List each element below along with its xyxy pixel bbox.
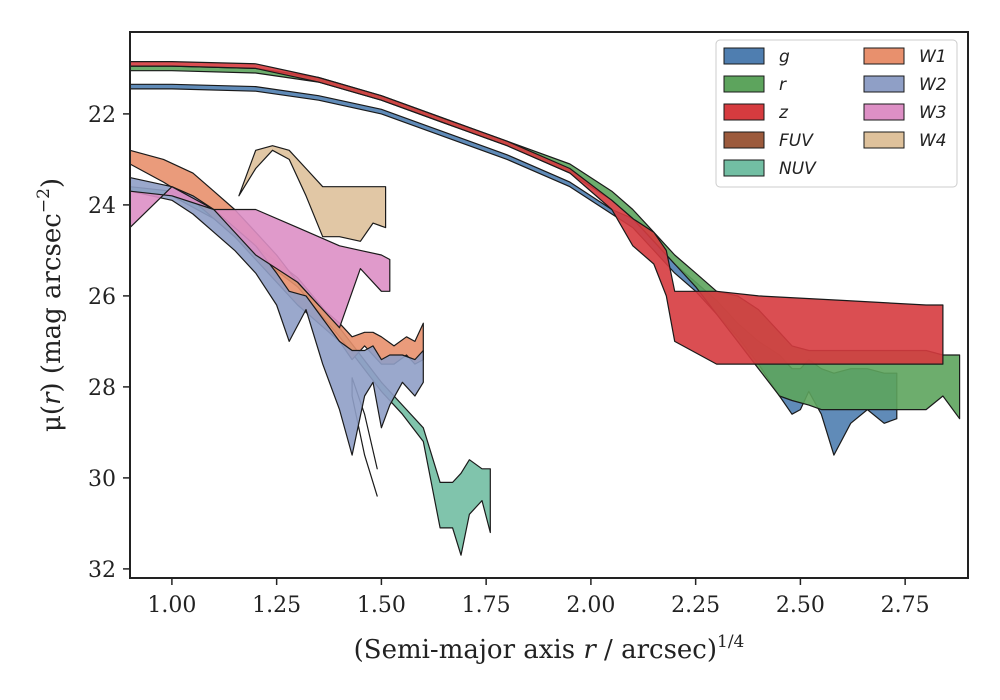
chart-bands	[129, 60, 961, 556]
legend-swatch-nuv	[723, 159, 765, 177]
y-tick-label: 26	[88, 285, 116, 310]
x-axis-label: (Semi-major axis r / arcsec)1/4	[354, 632, 745, 665]
legend-swatch-w4	[863, 131, 905, 149]
legend-label-nuv: NUV	[779, 159, 817, 179]
series-w2-band	[129, 177, 424, 456]
legend-label-w3: W3	[919, 103, 947, 123]
x-tick-label: 1.50	[357, 593, 406, 618]
legend-swatch-g	[723, 47, 765, 65]
x-tick-label: 1.00	[147, 593, 196, 618]
x-tick-label: 2.75	[881, 593, 930, 618]
legend-label-r: r	[779, 75, 787, 95]
y-tick-label: 32	[88, 558, 116, 583]
legend-label-g: g	[779, 47, 790, 67]
legend-label-w4: W4	[919, 131, 947, 151]
plot-frame	[129, 31, 969, 579]
chart-ticks: 1.00 1.25 1.50 1.75 2.00 2.25 2.50 2.75 22 24 26 28…	[88, 103, 930, 618]
legend-label-w1: W1	[919, 47, 947, 67]
x-tick-label: 1.25	[252, 593, 301, 618]
series-w3-band	[129, 186, 391, 329]
x-tick-label: 2.25	[671, 593, 720, 618]
y-tick-label: 30	[88, 467, 116, 492]
chart-legend: grz FUV NUV W1 W2 W3 W4	[715, 39, 958, 188]
y-tick-label: 22	[88, 103, 116, 128]
legend-swatch-r	[723, 75, 765, 93]
legend-swatch-z	[723, 103, 765, 121]
x-tick-label: 1.75	[462, 593, 511, 618]
y-tick-label: 24	[88, 194, 116, 219]
legend-swatch-fuv	[723, 131, 765, 149]
legend-label-z: z	[778, 103, 789, 123]
legend-swatch-w2	[863, 75, 905, 93]
legend-swatch-w3	[863, 103, 905, 121]
legend-label-fuv: FUV	[779, 131, 814, 151]
legend-swatch-w1	[863, 47, 905, 65]
series-z-band	[129, 60, 944, 365]
x-tick-label: 2.50	[776, 593, 825, 618]
series-w4-band	[238, 145, 387, 242]
x-tick-label: 2.00	[566, 593, 615, 618]
y-tick-label: 28	[88, 376, 116, 401]
y-axis-label: μ(r) (mag arcsec−2)	[34, 178, 67, 432]
legend-label-w2: W2	[919, 75, 947, 95]
